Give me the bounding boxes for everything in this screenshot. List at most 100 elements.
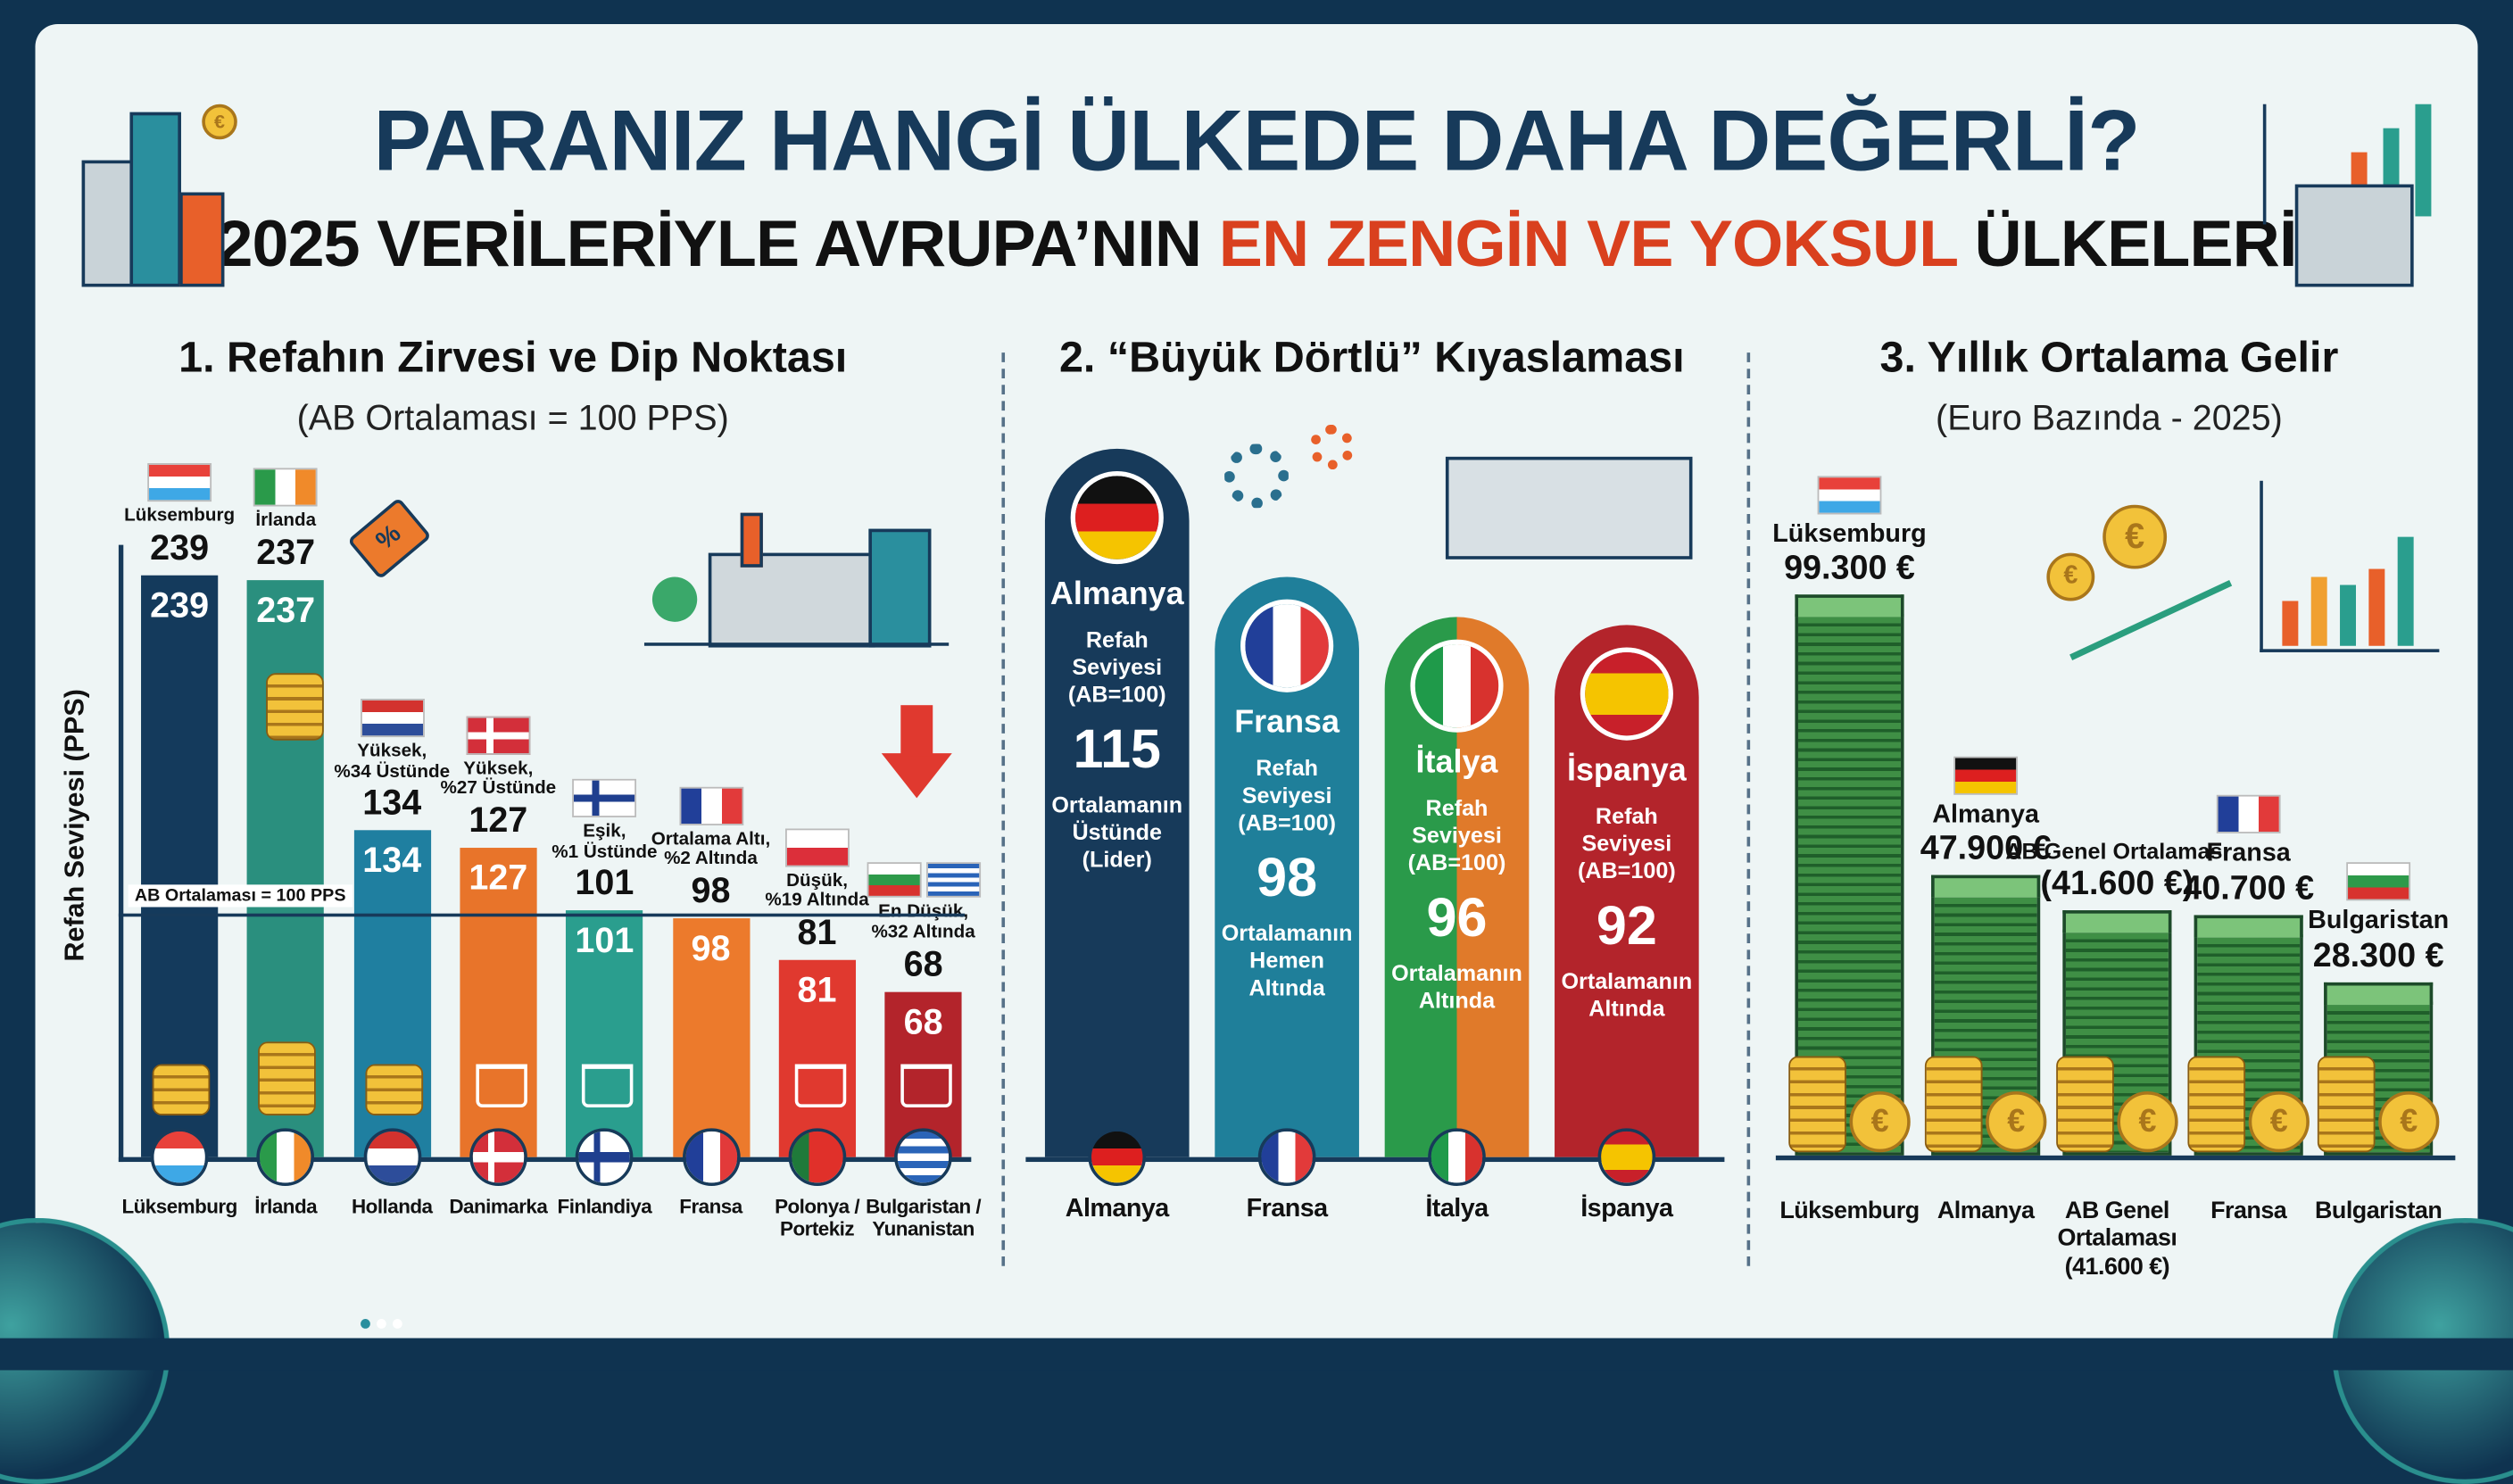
building-icon	[1445, 456, 1693, 560]
country-name: Fransa	[1234, 705, 1340, 741]
x-tick-label: AB Genel Ortalaması (41.600 €)	[2057, 1197, 2177, 1281]
reference-line	[118, 913, 966, 917]
country-name: Almanya	[1932, 800, 2040, 829]
flag-gr-icon	[897, 1131, 950, 1183]
x-tick-label: Danimarka	[449, 1195, 548, 1218]
flag-circle	[1257, 1128, 1316, 1186]
coin-stack-icon	[364, 1064, 423, 1115]
country-name: AB Genel Ortalaması	[2005, 839, 2229, 865]
metric-label: Refah Seviyesi (AB=100)	[1238, 754, 1336, 834]
flag-circle	[576, 1128, 634, 1186]
x-tick-label: Almanya	[1065, 1195, 1170, 1223]
x-tick-label: İrlanda	[254, 1195, 318, 1218]
gears-icon	[1309, 424, 1355, 470]
flag-group	[678, 786, 743, 825]
flag-circle	[1580, 647, 1673, 741]
flag-circle	[1088, 1128, 1147, 1186]
x-tick-label: Almanya	[1937, 1197, 2035, 1225]
x-tick-label: Lüksemburg	[121, 1195, 237, 1218]
section-divider	[1746, 352, 1751, 1266]
comparison-pill: Fransa Refah Seviyesi (AB=100) 98 Ortalaman…	[1215, 576, 1359, 1157]
flag-circle	[1410, 639, 1504, 733]
flag-dk-icon	[472, 1131, 525, 1183]
euro-coin-icon: €	[202, 104, 237, 140]
data-label: 96	[1426, 888, 1488, 949]
country-name: Bulgaristan	[2308, 908, 2450, 935]
flag-group	[360, 699, 425, 738]
bar-annotation: Yüksek, %27 Üstünde 127	[427, 639, 571, 841]
data-label: 40.700 €	[2183, 869, 2315, 907]
description: Ortalamanın Altında	[1391, 960, 1522, 1014]
value-annotation: AB Genel Ortalaması (41.600 €)	[2005, 750, 2229, 903]
bar-annotation: Lüksemburg 239	[107, 367, 252, 568]
bar: 81	[778, 959, 856, 1157]
flag-group	[866, 862, 981, 899]
bar-value-label: 68	[903, 1000, 943, 1041]
euro-coin-icon: €	[2046, 552, 2095, 601]
metric-label: Refah Seviyesi (AB=100)	[1407, 794, 1506, 875]
comparison-pill: İtalya Refah Seviyesi (AB=100) 96 Ortalaman…	[1384, 617, 1530, 1157]
coin-stack-icon	[152, 1064, 211, 1115]
flag-es-icon	[1601, 1131, 1653, 1183]
flag-fi-icon	[578, 1131, 631, 1183]
value-annotation: Fransa 40.700 €	[2136, 754, 2360, 908]
value-annotation: Almanya 47.900 €	[1873, 715, 2097, 868]
bar-annotation-text: Lüksemburg	[124, 506, 236, 526]
euro-coin-icon: €	[2248, 1091, 2310, 1153]
flag-nl-icon	[360, 699, 425, 738]
data-label: 98	[1256, 848, 1318, 909]
subtitle-prefix: 2025 VERİLERİYLE AVRUPA’NIN	[216, 206, 1219, 281]
flag-group	[466, 716, 531, 755]
reference-line-label: AB Ortalaması = 100 PPS	[128, 884, 352, 908]
x-tick-label: Bulgaristan	[2315, 1197, 2443, 1225]
flag-fr-icon	[2216, 795, 2281, 834]
data-label: 47.900 €	[1920, 830, 2052, 867]
flag-pl-icon	[784, 827, 850, 866]
data-label: 115	[1073, 720, 1162, 782]
main-subtitle: 2025 VERİLERİYLE AVRUPA’NIN EN ZENGİN VE…	[36, 207, 2478, 282]
flag-group	[147, 463, 212, 502]
flag-fr-icon	[684, 1131, 737, 1183]
country-name: İtalya	[1415, 745, 1498, 781]
comparison-pill: Almanya Refah Seviyesi (AB=100) 115 Ortalam…	[1044, 448, 1190, 1157]
data-label: 98	[691, 870, 731, 911]
coin-stack-icon	[258, 1041, 317, 1115]
data-label: 101	[575, 863, 634, 903]
trend-arrow-icon	[2069, 580, 2233, 661]
coin-stack-icon	[2056, 1056, 2114, 1153]
country-name: Lüksemburg	[1772, 520, 1927, 549]
bar-annotation-text: Düşük, %19 Altında	[765, 871, 869, 911]
gears-icon	[1224, 444, 1289, 509]
flag-lu-icon	[1817, 476, 1882, 515]
section-3-subtitle: (Euro Bazında - 2025)	[1936, 397, 2283, 438]
data-label: 81	[797, 911, 837, 952]
bar-annotation-text: İrlanda	[255, 511, 317, 531]
bar-annotation: Eşik, %1 Üstünde 101	[533, 702, 677, 904]
flag-circle	[150, 1128, 209, 1186]
section-2-title: 2. “Büyük Dörtlü” Kıyaslaması	[1058, 333, 1685, 382]
flag-pt-icon	[791, 1131, 843, 1183]
flag-fr-icon	[678, 786, 743, 825]
flag-ie-icon	[253, 468, 319, 507]
bar-annotation-text: Eşik, %1 Üstünde	[552, 822, 658, 862]
flag-circle	[788, 1128, 846, 1186]
flag-nl-icon	[366, 1131, 419, 1183]
bar-value-label: 127	[469, 857, 528, 898]
bar: 239	[141, 575, 219, 1157]
euro-coin-icon: €	[2102, 504, 2168, 569]
flag-circle	[1597, 1128, 1656, 1186]
euro-coin-icon: €	[1986, 1091, 2047, 1153]
flag-group	[253, 468, 319, 507]
shopping-cart-icon	[476, 1064, 527, 1107]
x-tick-label: Lüksemburg	[1779, 1197, 1920, 1225]
data-label: 239	[150, 526, 210, 568]
bar: 98	[672, 918, 750, 1157]
flag-circle	[256, 1128, 315, 1186]
x-tick-label: İspanya	[1580, 1195, 1673, 1223]
flag-bg-icon	[866, 862, 921, 899]
subtitle-suffix: ÜLKELERİ	[1956, 206, 2298, 281]
bar-value-label: 101	[575, 920, 634, 961]
country-name: İspanya	[1566, 753, 1687, 789]
x-tick-label: Fransa	[2210, 1197, 2287, 1225]
main-title: PARANIZ HANGİ ÜLKEDE DAHA DEĞERLİ?	[373, 93, 2140, 189]
